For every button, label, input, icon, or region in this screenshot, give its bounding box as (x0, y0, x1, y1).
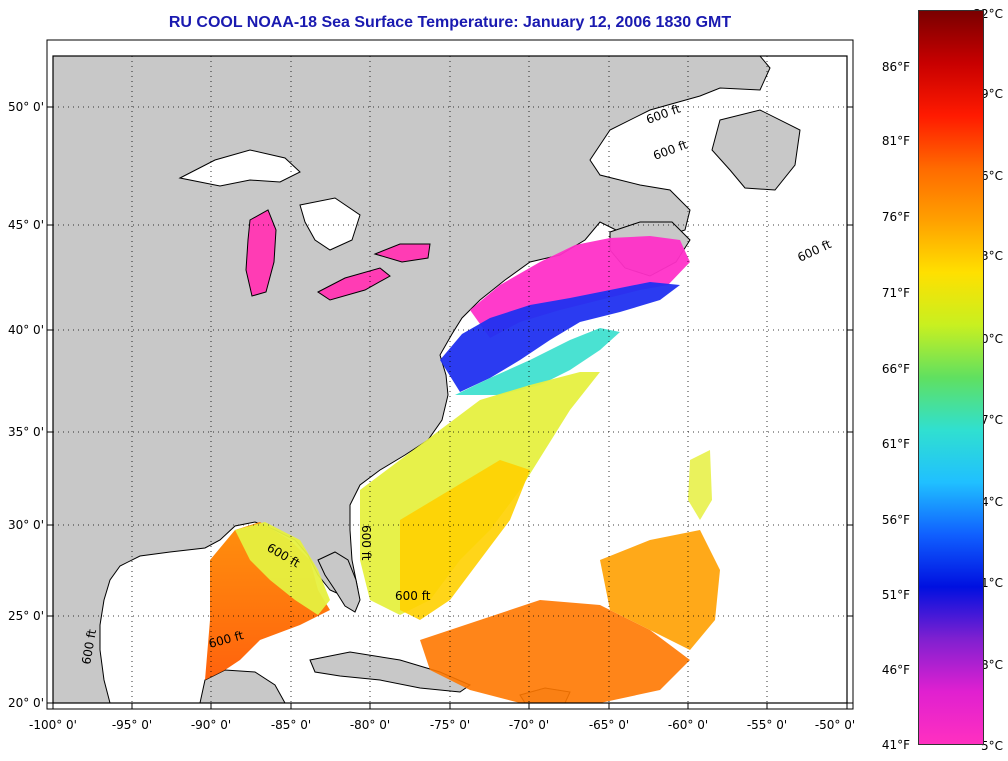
f-label-56: 56°F (882, 513, 910, 527)
lon-label-50: -50° 0' (815, 718, 855, 732)
lon-label-100: -100° 0' (29, 718, 77, 732)
lon-label-70: -70° 0' (509, 718, 549, 732)
lat-label-45: 45° 0' (8, 218, 44, 232)
latitude-labels: 50° 0' 45° 0' 40° 0' 35° 0' 30° 0' 25° 0… (8, 100, 44, 710)
c-label-5: 5°C (981, 739, 1003, 753)
lat-label-50: 50° 0' (8, 100, 44, 114)
temperature-colorbar (918, 10, 984, 745)
lake-michigan (245, 209, 277, 297)
lon-label-65: -65° 0' (589, 718, 629, 732)
isobath-label-bahamas: 600 ft (395, 589, 431, 603)
sst-cool-slope (455, 328, 620, 395)
land-florida (317, 551, 361, 613)
lon-label-85: -85° 0' (271, 718, 311, 732)
sst-gulf-shelf (235, 522, 330, 615)
sst-patch-east (688, 450, 712, 520)
c-label-8: 8°C (981, 658, 1003, 672)
f-label-61: 61°F (882, 437, 910, 451)
lat-label-40: 40° 0' (8, 323, 44, 337)
lake-erie (317, 267, 391, 301)
isobath-label-western-gulf: 600 ft (79, 628, 99, 666)
lat-label-25: 25° 0' (8, 609, 44, 623)
lake-superior (178, 149, 301, 187)
f-label-41: 41°F (882, 738, 910, 752)
land-newfoundland (711, 109, 801, 191)
f-label-76: 76°F (882, 210, 910, 224)
lat-label-30: 30° 0' (8, 518, 44, 532)
lat-label-35: 35° 0' (8, 425, 44, 439)
lon-label-55: -55° 0' (747, 718, 787, 732)
f-label-51: 51°F (882, 588, 910, 602)
lon-label-60: -60° 0' (668, 718, 708, 732)
lon-label-90: -90° 0' (191, 718, 231, 732)
lake-ontario (373, 243, 431, 263)
map-title: RU COOL NOAA-18 Sea Surface Temperature:… (168, 14, 732, 31)
lake-huron (299, 197, 361, 251)
f-label-71: 71°F (882, 286, 910, 300)
longitude-labels: -100° 0' -95° 0' -90° 0' -85° 0' -80° 0'… (29, 718, 855, 732)
sst-cold-shelf (440, 282, 680, 392)
lon-label-95: -95° 0' (112, 718, 152, 732)
sst-sargasso (400, 460, 530, 620)
isobath-label-florida: 600 ft (359, 525, 373, 561)
lat-label-20: 20° 0' (8, 696, 44, 710)
sst-tropical-east (600, 530, 720, 650)
land-cuba (309, 651, 472, 693)
f-label-66: 66°F (882, 362, 910, 376)
f-label-81: 81°F (882, 134, 910, 148)
lon-label-80: -80° 0' (350, 718, 390, 732)
lon-label-75: -75° 0' (430, 718, 470, 732)
sst-caribbean (420, 600, 690, 703)
f-label-46: 46°F (882, 663, 910, 677)
f-label-86: 86°F (882, 60, 910, 74)
fahrenheit-labels: 86°F 81°F 76°F 71°F 66°F 61°F 56°F 51°F … (882, 60, 910, 752)
